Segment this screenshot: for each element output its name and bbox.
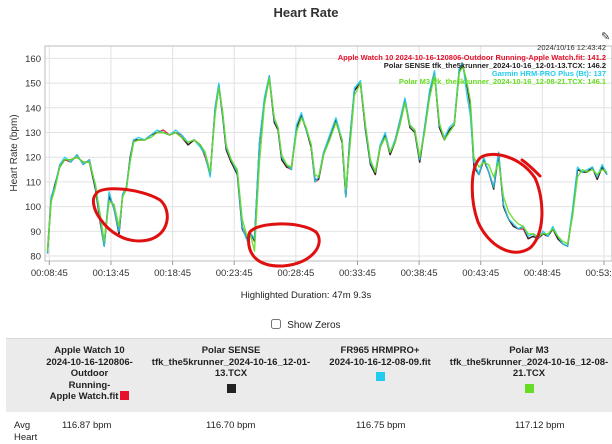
- y-tick-label: 100: [25, 202, 41, 213]
- axes: 80 90 100 110 120 130 140 150 160 00:08:45 00:13:4…: [25, 54, 612, 279]
- row-label-avg-heart: Avg Heart: [14, 420, 38, 443]
- column-header-polar-m3: Polar M3 tfk_the5krunner_2024-10-16_12-0…: [446, 345, 612, 393]
- column-header-line: tfk_the5krunner_2024-10-16_12-08-21.TCX: [449, 356, 609, 380]
- annotation-circle-1: [91, 187, 169, 243]
- legend-entry: Garmin HRM-PRO Plus (Bt): 137: [492, 69, 606, 78]
- column-header-line: Outdoor: [70, 368, 109, 379]
- column-header-polar-sense: Polar SENSE tfk_the5krunner_2024-10-16_1…: [148, 345, 314, 393]
- column-header-fr965: FR965 HRMPRO+ 2024-10-16-12-08-09.fit: [318, 345, 442, 381]
- annotation-tick: [520, 158, 542, 178]
- series-color-swatch: [120, 391, 130, 400]
- x-tick-label: 00:43:45: [462, 268, 499, 279]
- column-header-line: Apple Watch 10: [54, 345, 125, 356]
- y-axis-label: Heart Rate (bpm): [9, 114, 20, 191]
- column-header-line: Polar M3: [509, 345, 549, 356]
- y-tick-label: 110: [26, 177, 41, 188]
- annotation-circles: [91, 153, 544, 268]
- series-color-swatch: [375, 372, 385, 381]
- column-header-line: tfk_the5krunner_2024-10-16_12-01-13.TCX: [151, 356, 311, 380]
- x-tick-label: 00:38:45: [401, 268, 438, 279]
- show-zeros-toggle[interactable]: Show Zeros: [0, 319, 612, 331]
- x-tick-label: 00:13:45: [92, 268, 129, 279]
- column-header-line: FR965 HRMPRO+: [340, 345, 420, 356]
- series-line: [46, 65, 608, 252]
- x-tick-label: 00:08:45: [31, 268, 68, 279]
- y-tick-label: 90: [30, 227, 41, 238]
- series-color-swatch: [226, 383, 236, 393]
- heart-rate-chart: 80 90 100 110 120 130 140 150 160 00:08:45 00:13:4…: [9, 43, 612, 301]
- y-tick-label: 160: [25, 54, 41, 65]
- chart-title: Heart Rate: [273, 5, 339, 20]
- legend-entry: Polar SENSE tfk_the5krunner_2024-10-16_1…: [384, 61, 606, 70]
- avg-value-fr965: 116.75 bpm: [356, 420, 406, 431]
- legend-entry: Apple Watch 10 2024-10-16-120806-Outdoor…: [338, 53, 606, 62]
- x-tick-label: 00:28:45: [277, 268, 314, 279]
- column-header-line: Apple Watch.fit: [42, 391, 137, 403]
- x-tick-label: 00:48:45: [524, 268, 561, 279]
- column-header-line: Polar SENSE: [201, 345, 261, 356]
- series-line: [46, 62, 608, 254]
- legend-entry: Polar M3 tfk_the5krunner_2024-10-16_12-0…: [399, 77, 606, 86]
- y-tick-label: 120: [25, 153, 41, 164]
- show-zeros-label: Show Zeros: [287, 320, 341, 331]
- y-tick-label: 80: [30, 252, 41, 263]
- edit-icon[interactable]: ✎: [601, 31, 611, 43]
- x-tick-label: 00:18:45: [154, 268, 191, 279]
- column-header-line: 2024-10-16-120806-: [46, 356, 133, 368]
- column-header-line-text: Apple Watch.fit: [49, 391, 119, 402]
- x-tick-label: 00:53:45: [585, 268, 612, 279]
- avg-value-polar-m3: 117.12 bpm: [515, 420, 565, 431]
- y-tick-label: 140: [25, 103, 41, 114]
- y-tick-label: 130: [25, 128, 41, 139]
- column-header-apple-watch: Apple Watch 10 2024-10-16-120806- Outdoo…: [42, 345, 137, 403]
- column-header-line: 2024-10-16-12-08-09.fit: [329, 356, 431, 368]
- annotation-circle-3: [470, 153, 544, 254]
- x-tick-label: 00:33:45: [339, 268, 376, 279]
- column-header-line: Running-: [68, 379, 111, 391]
- show-zeros-checkbox[interactable]: [271, 319, 282, 329]
- annotation-circle-2: [247, 222, 321, 268]
- summary-table: Apple Watch 10 2024-10-16-120806- Outdoo…: [0, 338, 612, 443]
- plot-area-border: [44, 45, 612, 262]
- highlighted-duration: Highlighted Duration: 47m 9.3s: [241, 290, 372, 301]
- legend-timestamp: 2024/10/16 12:43:42: [537, 43, 606, 52]
- series-lines: [46, 62, 608, 254]
- avg-value-polar-sense: 116.70 bpm: [206, 420, 256, 431]
- y-tick-label: 150: [25, 79, 41, 90]
- series-color-swatch: [524, 383, 534, 393]
- table-header: [6, 338, 612, 412]
- x-tick-label: 00:23:45: [216, 268, 253, 279]
- avg-value-apple-watch: 116.87 bpm: [62, 420, 112, 431]
